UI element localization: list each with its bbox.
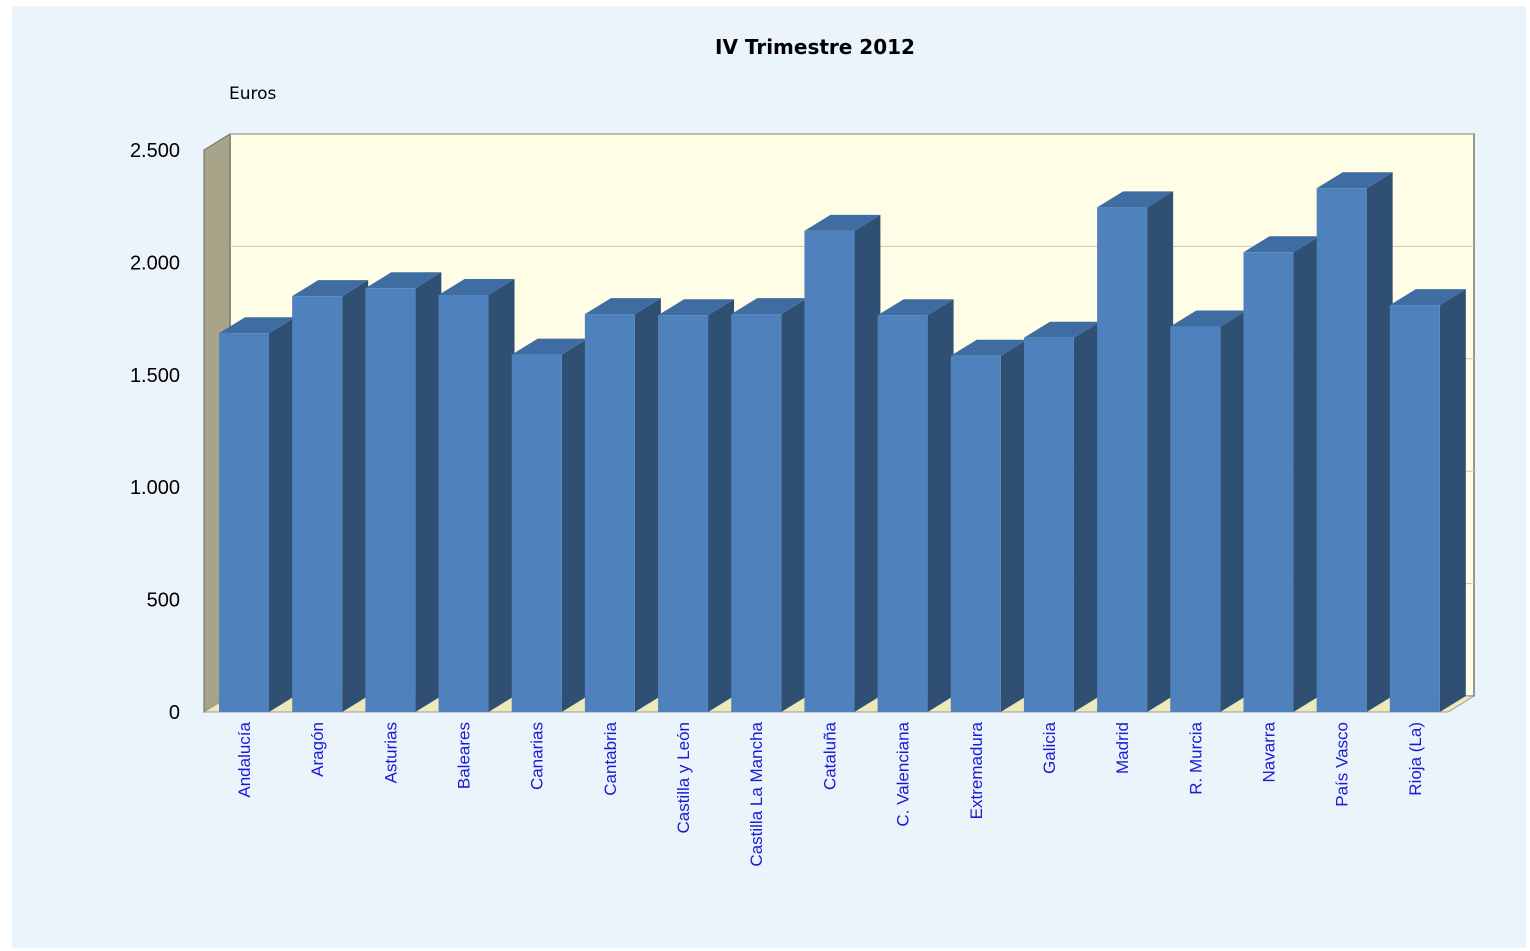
bar-front — [219, 333, 269, 712]
bar-side — [269, 317, 295, 712]
bar — [658, 299, 735, 712]
bar-top — [1316, 172, 1393, 189]
bar — [584, 298, 661, 712]
bar-top — [292, 280, 369, 297]
bars — [219, 172, 1466, 713]
bar-front — [1389, 305, 1440, 712]
bar-front — [438, 294, 489, 712]
bar-side — [1366, 172, 1393, 712]
bar — [511, 338, 588, 712]
bar-side — [781, 298, 808, 712]
bar-front — [950, 355, 1001, 712]
bar — [219, 317, 295, 712]
x-tick-label: C. Valenciana — [894, 721, 913, 826]
bar-top — [804, 214, 881, 231]
bar — [1023, 321, 1100, 712]
bar-side — [634, 298, 661, 712]
x-tick-label: Cantabria — [601, 721, 620, 795]
bar-side — [561, 338, 588, 712]
bar-top — [584, 298, 661, 315]
bar-front — [658, 315, 709, 712]
bar-side — [1220, 310, 1247, 712]
bar-chart: 0 500 1.000 1.500 2.000 2.500 Andalucía Aragón… — [130, 35, 1476, 867]
bar-front — [1170, 326, 1221, 712]
x-tick-label: Aragón — [308, 722, 327, 777]
bar — [365, 272, 442, 712]
bar — [1243, 236, 1320, 712]
bar-top — [731, 298, 808, 315]
bar — [950, 339, 1027, 712]
bar-front — [804, 230, 855, 713]
bar-top — [1097, 191, 1174, 208]
bar-top — [511, 338, 588, 355]
y-tick-label: 1.500 — [130, 365, 180, 387]
bar-front — [731, 314, 782, 712]
x-tick-label: País Vasco — [1333, 722, 1352, 807]
bar-side — [488, 278, 515, 712]
bar — [292, 280, 369, 712]
bar-front — [1243, 252, 1294, 712]
bar-side — [708, 299, 735, 712]
y-axis-ticks: 0 500 1.000 1.500 2.000 2.500 — [130, 140, 180, 724]
bar-side — [1293, 236, 1320, 712]
x-tick-label: Baleares — [455, 722, 474, 789]
bar-front — [584, 314, 635, 712]
bar-top — [1389, 289, 1466, 306]
chart-title: IV Trimestre 2012 — [715, 35, 915, 59]
x-tick-label: Castilla y León — [674, 722, 693, 834]
y-unit-label: Euros — [229, 84, 277, 104]
bar — [1097, 191, 1174, 713]
bar — [731, 298, 808, 712]
bar — [438, 278, 515, 712]
bar-top — [365, 272, 442, 289]
y-tick-label: 500 — [147, 590, 180, 612]
x-tick-label: Castilla La Mancha — [747, 721, 766, 866]
x-tick-label: Rioja (La) — [1406, 722, 1425, 796]
bar-side — [1073, 321, 1100, 712]
y-tick-label: 2.000 — [130, 252, 180, 274]
bar-side — [1147, 191, 1174, 713]
bar-top — [1170, 310, 1247, 327]
bar-side — [1439, 289, 1466, 712]
x-axis-ticks: Andalucía Aragón Asturias Baleares Canarias C… — [235, 721, 1425, 866]
bar-front — [877, 315, 928, 712]
x-tick-label: Andalucía — [235, 721, 254, 797]
x-tick-label: Cataluña — [820, 721, 839, 790]
bar-top — [877, 299, 954, 316]
bar — [804, 214, 881, 713]
x-tick-label: Asturias — [381, 722, 400, 783]
bar-front — [1023, 337, 1074, 712]
bar-front — [511, 354, 562, 712]
bar — [877, 299, 954, 712]
x-tick-label: Galicia — [1040, 721, 1059, 774]
chart-panel: 0 500 1.000 1.500 2.000 2.500 Andalucía Aragón… — [12, 6, 1526, 948]
bar-top — [658, 299, 735, 316]
bar-front — [292, 296, 343, 712]
bar-front — [1316, 188, 1367, 712]
bar-side — [1000, 339, 1027, 712]
x-tick-label: Navarra — [1259, 721, 1278, 782]
bar-side — [927, 299, 954, 712]
bar-top — [438, 278, 515, 295]
bar-front — [365, 288, 416, 712]
bar-side — [415, 272, 442, 712]
bar-top — [1023, 321, 1100, 338]
y-tick-label: 2.500 — [130, 140, 180, 162]
y-tick-label: 1.000 — [130, 477, 180, 499]
x-tick-label: R. Murcia — [1186, 721, 1205, 794]
y-tick-label: 0 — [169, 702, 180, 724]
x-tick-label: Canarias — [528, 722, 547, 790]
bar — [1389, 289, 1466, 712]
bar-top — [219, 317, 295, 334]
bar-side — [342, 280, 369, 712]
bar-top — [950, 339, 1027, 356]
bar-front — [1097, 207, 1148, 712]
bar — [1316, 172, 1393, 712]
bar — [1170, 310, 1247, 712]
bar-top — [1243, 236, 1320, 253]
x-tick-label: Madrid — [1113, 722, 1132, 774]
x-tick-label: Extremadura — [967, 721, 986, 819]
bar-side — [854, 214, 881, 713]
